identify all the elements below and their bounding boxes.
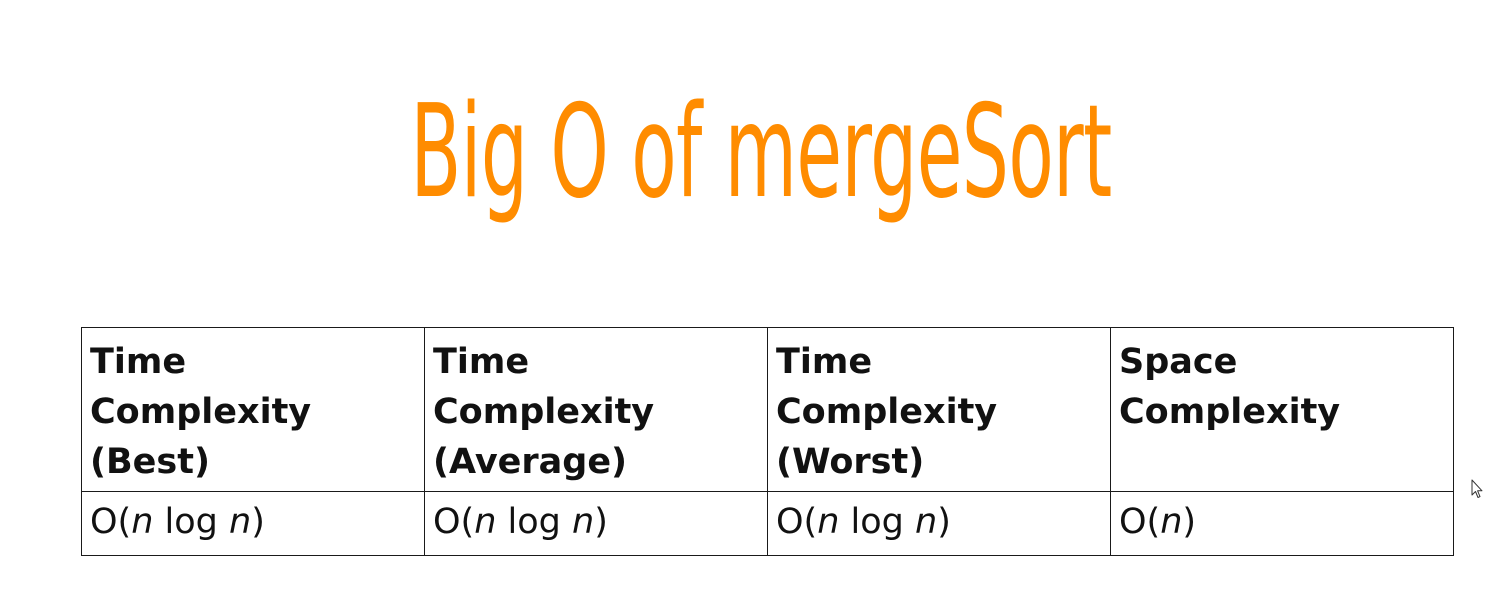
header-line: (Best): [90, 442, 210, 482]
value-prefix: O(: [433, 502, 475, 542]
value-space: O(n): [1110, 491, 1454, 556]
header-space: Space Complexity: [1110, 327, 1454, 492]
value-time-worst: O(n log n): [767, 491, 1111, 556]
header-line: Complexity: [776, 392, 998, 432]
value-prefix: O(: [90, 502, 132, 542]
header-line: Complexity: [1119, 392, 1341, 432]
value-var: n: [229, 502, 252, 542]
header-line: Time: [433, 342, 530, 382]
table-row: O(n log n) O(n log n) O(n log n) O(n): [81, 491, 1454, 556]
complexity-table: Time Complexity (Best) Time Complexity (…: [81, 327, 1454, 556]
header-time-best: Time Complexity (Best): [81, 327, 425, 492]
value-mid: log: [153, 502, 230, 542]
value-suffix: ): [251, 502, 265, 542]
header-line: Time: [776, 342, 873, 382]
value-suffix: ): [594, 502, 608, 542]
header-line: Time: [90, 342, 187, 382]
value-time-best: O(n log n): [81, 491, 425, 556]
slide-title: Big O of mergeSort: [410, 77, 1112, 227]
value-var: n: [915, 502, 938, 542]
mouse-pointer-icon: [1471, 479, 1483, 498]
header-line: Complexity: [433, 392, 655, 432]
value-var: n: [572, 502, 595, 542]
header-line: (Average): [433, 442, 628, 482]
value-var: n: [1160, 502, 1183, 542]
value-suffix: ): [1182, 502, 1197, 542]
header-line: Complexity: [90, 392, 312, 432]
value-var: n: [474, 502, 497, 542]
header-line: (Worst): [776, 442, 925, 482]
value-prefix: O(: [1119, 502, 1161, 542]
value-time-average: O(n log n): [424, 491, 768, 556]
value-mid: log: [839, 502, 916, 542]
value-mid: log: [496, 502, 573, 542]
value-var: n: [131, 502, 154, 542]
value-suffix: ): [937, 502, 951, 542]
header-line: Space: [1119, 342, 1238, 382]
value-var: n: [817, 502, 840, 542]
table-header-row: Time Complexity (Best) Time Complexity (…: [81, 327, 1454, 492]
value-prefix: O(: [776, 502, 818, 542]
header-time-average: Time Complexity (Average): [424, 327, 768, 492]
header-time-worst: Time Complexity (Worst): [767, 327, 1111, 492]
